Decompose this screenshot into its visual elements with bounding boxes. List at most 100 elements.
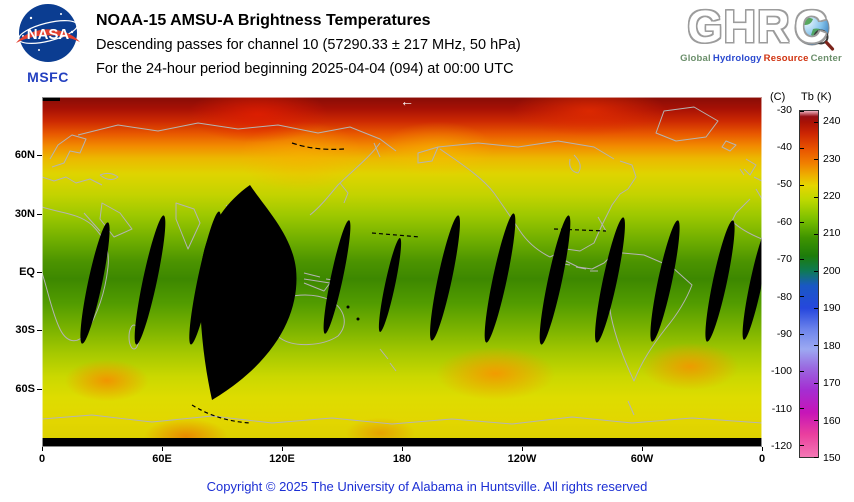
colorbar-tick <box>814 308 818 310</box>
colorbar-kelvin-label: 210 <box>823 227 841 240</box>
colorbar-tick <box>814 345 818 347</box>
brightness-temperature-field <box>42 97 762 447</box>
lon-tick-label: 60W <box>630 453 654 465</box>
globe-icon <box>794 10 834 51</box>
colorbar-kelvin-label: 150 <box>823 452 841 464</box>
colorbar-celsius-label: -70 <box>776 253 792 266</box>
map-overlay <box>42 97 762 447</box>
lon-tick-mark <box>42 447 43 451</box>
colorbar-tick <box>814 122 818 124</box>
colorbar-tick <box>800 408 804 410</box>
ghrc-tagline-word: Hydrology <box>712 53 762 64</box>
nasa-meatball-icon: NASA <box>16 4 80 62</box>
colorbar-tick <box>800 296 804 298</box>
ghrc-tagline-word: Center <box>810 53 842 64</box>
colorbar-kelvin-label: 230 <box>823 152 841 165</box>
colorbar-kelvin-label: 160 <box>823 414 841 427</box>
coastlines <box>42 106 762 425</box>
nasa-logo-text: NASA <box>27 26 70 43</box>
lon-tick-label: 180 <box>392 453 412 465</box>
nasa-logo: NASA MSFC <box>9 3 87 85</box>
colorbar-kelvin-label: 180 <box>823 339 841 352</box>
colorbar-tick <box>800 259 804 261</box>
colorbar-celsius-label: -120 <box>770 440 792 453</box>
ghrc-acronym: GHR <box>688 3 835 53</box>
dashed-data-edges <box>191 142 607 424</box>
lon-tick-label: 0 <box>758 453 766 465</box>
lon-tick-mark <box>402 447 403 451</box>
lat-tick-mark <box>37 272 42 273</box>
copyright-text: Copyright © 2025 The University of Alaba… <box>206 479 648 494</box>
colorbar-tick <box>814 419 818 421</box>
lon-tick-mark <box>282 447 283 451</box>
ghrc-acronym-c: C <box>791 3 835 53</box>
colorbar-tick <box>800 111 804 112</box>
colorbar-celsius-label: -80 <box>776 290 792 303</box>
colorbar-celsius-label: -50 <box>776 178 792 191</box>
colorbar-tick <box>800 445 804 447</box>
header-titles: NOAA-15 AMSU-A Brightness Temperatures D… <box>96 9 521 81</box>
lon-tick-mark <box>162 447 163 451</box>
colorbar-title-kelvin: Tb (K) <box>801 91 832 103</box>
page-subtitle: Descending passes for channel 10 (57290.… <box>96 37 521 53</box>
lat-tick-label: 30S <box>15 324 35 337</box>
map-bottom-black-band <box>42 438 762 447</box>
lon-tick-mark <box>642 447 643 451</box>
colorbar-title-celsius: (C) <box>770 91 786 103</box>
lat-tick-label: 60S <box>15 382 35 395</box>
colorbar-celsius-label: -30 <box>776 104 792 116</box>
colorbar-tick <box>800 370 804 372</box>
colorbar-tick <box>814 382 818 384</box>
colorbar-tick <box>814 270 818 272</box>
colorbar-kelvin-label: 200 <box>823 264 841 277</box>
left-arrow-icon: ← <box>400 93 414 109</box>
colorbar-tick <box>800 184 804 186</box>
ghrc-logo: GHR <box>672 3 850 65</box>
lon-tick-mark <box>522 447 523 451</box>
colorbar-kelvin-labels: 240 230 220 210 200 190 180 170 160 150 <box>823 110 853 464</box>
colorbar-kelvin-label: 170 <box>823 377 841 390</box>
colorbar <box>799 110 819 458</box>
colorbar-tick <box>800 147 804 149</box>
map-top-left-black-strip <box>42 97 60 101</box>
lon-tick-mark <box>762 447 763 451</box>
lon-tick-label: 120W <box>507 453 537 465</box>
colorbar-tick <box>814 457 818 458</box>
colorbar-tick <box>814 233 818 235</box>
ghrc-tagline-word: Resource <box>763 53 809 64</box>
colorbar-tick <box>800 222 804 224</box>
msfc-label: MSFC <box>27 69 69 85</box>
lat-tick-label: EQ <box>19 266 35 278</box>
colorbar-celsius-label: -60 <box>776 215 792 228</box>
colorbar-kelvin-label: 190 <box>823 302 841 315</box>
colorbar-tick <box>814 159 818 161</box>
period-line: For the 24-hour period beginning 2025-04… <box>96 61 514 77</box>
page-title: NOAA-15 AMSU-A Brightness Temperatures <box>96 12 431 29</box>
lat-tick-mark <box>37 330 42 332</box>
magnifier-icon <box>813 29 834 51</box>
colorbar-tick <box>800 333 804 335</box>
lon-tick-label: 60E <box>152 453 172 465</box>
lon-tick-label: 0 <box>38 453 46 465</box>
latitude-axis: 60N 30N EQ 30S 60S <box>2 97 38 447</box>
ghrc-tagline-word: Global <box>680 53 711 64</box>
lat-tick-label: 60N <box>14 149 35 162</box>
map-plot: ← <box>37 93 762 447</box>
colorbar-celsius-label: -90 <box>776 327 792 340</box>
colorbar-kelvin-label: 240 <box>823 115 841 128</box>
lon-tick-label: 120E <box>269 453 295 465</box>
ghrc-tagline: Global Hydrology Resource Center <box>672 53 850 64</box>
lat-tick-mark <box>37 155 42 157</box>
colorbar-celsius-label: -110 <box>771 402 792 415</box>
lat-tick-mark <box>37 213 42 215</box>
colorbar-tick <box>814 196 818 198</box>
ghrc-acronym-last: C <box>794 1 828 52</box>
colorbar-kelvin-label: 220 <box>823 190 841 203</box>
map-frame <box>42 97 762 447</box>
missing-data-swaths <box>80 185 762 400</box>
colorbar-celsius-label: -100 <box>770 365 792 378</box>
longitude-axis: 0 60E 120E 180 120W 60W 0 <box>38 447 766 469</box>
lat-tick-label: 30N <box>14 207 35 220</box>
ghrc-acronym-prefix: GHR <box>687 1 791 52</box>
